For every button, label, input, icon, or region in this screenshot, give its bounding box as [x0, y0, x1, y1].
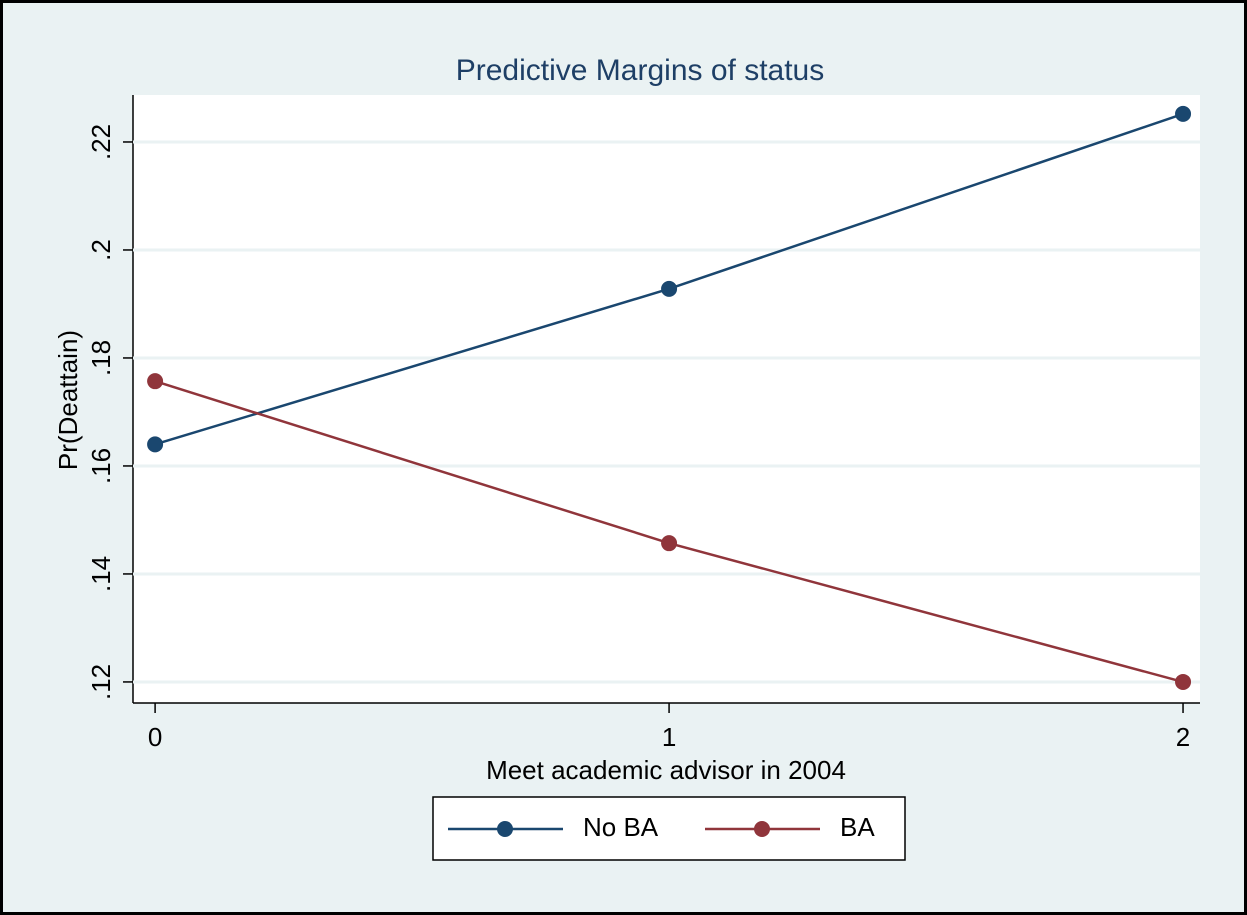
data-point: [1175, 673, 1192, 690]
data-point: [661, 280, 678, 297]
y-tick-label: .14: [86, 556, 116, 592]
y-tick-label: .12: [86, 664, 116, 700]
data-point: [661, 535, 678, 552]
legend-marker: [754, 821, 770, 837]
legend-marker: [497, 821, 513, 837]
y-axis-label: Pr(Deattain): [53, 330, 83, 470]
y-tick-label: .18: [86, 340, 116, 376]
y-tick-label: .16: [86, 448, 116, 484]
x-tick-label: 1: [662, 722, 676, 752]
data-point: [147, 373, 164, 390]
data-point: [147, 436, 164, 453]
data-point: [1175, 105, 1192, 122]
plot-area: [133, 95, 1200, 703]
x-tick-label: 0: [148, 722, 162, 752]
y-tick-label: .22: [86, 124, 116, 160]
legend-label: No BA: [583, 812, 659, 842]
legend-label: BA: [840, 812, 875, 842]
x-tick-label: 2: [1176, 722, 1190, 752]
chart-title: Predictive Margins of status: [456, 54, 824, 87]
x-axis-label: Meet academic advisor in 2004: [486, 755, 846, 785]
y-tick-label: .2: [86, 239, 116, 261]
